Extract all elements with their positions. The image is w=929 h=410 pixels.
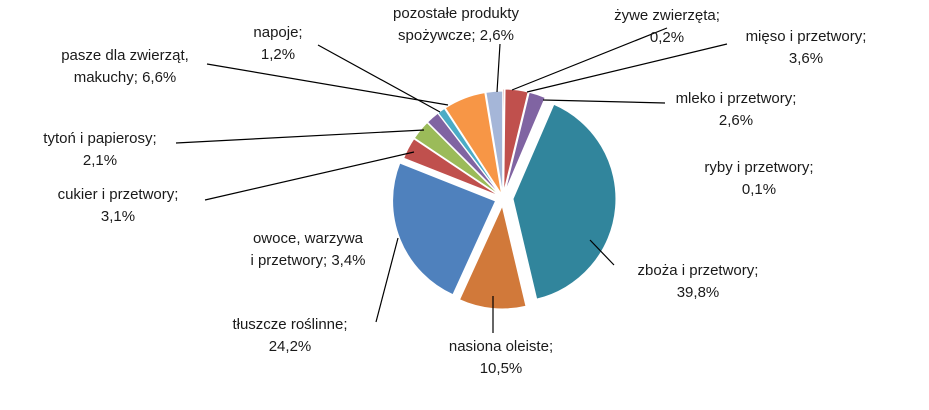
leader-line [589, 239, 615, 266]
pie-slice [485, 90, 504, 195]
slice-data-label: owoce, warzywa i przetwory; 3,4% [250, 230, 365, 269]
pie-slice [458, 204, 527, 310]
pie-slice [512, 103, 617, 300]
pie-slice [437, 107, 502, 196]
slice-data-label: ryby i przetwory; 0,1% [704, 159, 813, 198]
leader-line [526, 43, 728, 93]
slice-data-label: zboża i przetwory; 39,8% [638, 262, 759, 301]
slice-data-label: żywe zwierzęta; 0,2% [614, 7, 720, 46]
slice-data-label: tytoń i papierosy; 2,1% [43, 130, 156, 169]
slice-data-label: nasiona oleiste; 10,5% [449, 338, 553, 377]
pie-slice [392, 162, 497, 296]
leader-line [204, 151, 415, 201]
pie-slice [403, 138, 500, 197]
leader-line [317, 44, 441, 113]
slice-data-label: mięso i przetwory; 3,6% [746, 28, 867, 67]
pie-slice [502, 88, 505, 193]
slice-data-label: cukier i przetwory; 3,1% [58, 186, 179, 225]
leader-line [496, 43, 501, 93]
slice-data-label: napoje; 1,2% [253, 24, 302, 63]
slice-data-label: pasze dla zwierząt, makuchy; 6,6% [61, 47, 189, 86]
slice-data-label: pozostałe produkty spożywcze; 2,6% [393, 5, 519, 44]
pie-slice [504, 91, 546, 193]
leader-line [511, 27, 668, 91]
pie-slice [504, 97, 547, 193]
leader-line [175, 129, 425, 144]
leader-line [542, 99, 666, 104]
slice-data-label: tłuszcze roślinne; 24,2% [232, 316, 347, 355]
pie-slice [444, 92, 503, 195]
leader-line [375, 237, 399, 323]
slice-data-label: mleko i przetwory; 2,6% [676, 90, 797, 129]
leader-line [206, 63, 449, 106]
